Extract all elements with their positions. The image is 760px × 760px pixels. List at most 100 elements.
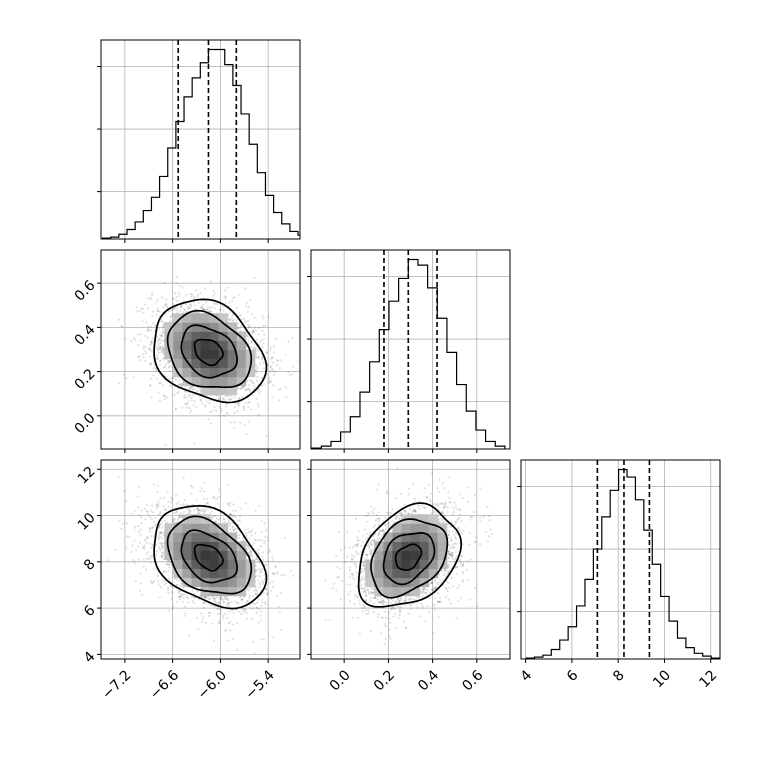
density-cell	[245, 577, 256, 588]
sample-point	[335, 589, 338, 592]
sample-point	[461, 578, 464, 581]
sample-point	[160, 532, 163, 535]
sample-point	[181, 600, 184, 604]
sample-point	[256, 365, 259, 368]
sample-point	[218, 405, 221, 408]
density-cell	[236, 367, 247, 378]
sample-point	[482, 515, 485, 518]
sample-point	[365, 554, 368, 557]
sample-point	[252, 329, 255, 333]
sample-point	[255, 397, 258, 400]
sample-point	[226, 413, 229, 416]
sample-point	[139, 582, 142, 585]
sample-point	[468, 532, 471, 535]
sample-point	[237, 327, 240, 330]
sample-point	[218, 395, 221, 398]
sample-point	[137, 530, 141, 533]
sample-point	[225, 596, 228, 600]
sample-point	[144, 349, 147, 352]
hist-panel-1	[97, 39, 301, 243]
sample-point	[247, 326, 251, 329]
sample-point	[167, 309, 171, 313]
sample-point	[193, 508, 196, 512]
sample-point	[160, 334, 163, 337]
sample-point	[139, 533, 142, 536]
sample-point	[223, 629, 227, 632]
sample-point	[204, 301, 208, 304]
sample-point	[155, 346, 158, 349]
sample-point	[459, 564, 462, 567]
sample-point	[237, 397, 240, 400]
sample-point	[158, 399, 161, 402]
sample-point	[433, 597, 437, 600]
sample-point	[243, 408, 246, 411]
sample-point	[388, 628, 391, 631]
sample-point	[143, 544, 146, 547]
sample-point	[228, 319, 231, 322]
sample-point	[377, 520, 380, 523]
sample-point	[222, 518, 226, 521]
sample-point	[396, 598, 400, 601]
sample-point	[410, 597, 413, 601]
sample-point	[177, 590, 180, 594]
hist-steps	[525, 468, 720, 659]
sample-point	[250, 340, 253, 343]
sample-point	[469, 515, 472, 519]
sample-point	[243, 423, 246, 427]
sample-point	[398, 614, 401, 617]
panel-frame	[310, 459, 511, 660]
sample-point	[444, 501, 447, 505]
sample-point	[161, 324, 165, 327]
sample-point	[450, 536, 453, 539]
density-cell	[374, 568, 384, 579]
sample-point	[143, 539, 147, 542]
sample-point	[383, 642, 386, 645]
sample-point	[372, 587, 375, 590]
sample-point	[146, 328, 149, 332]
sample-point	[176, 383, 180, 387]
sample-point	[366, 553, 369, 556]
sample-point	[456, 527, 459, 530]
sample-point	[150, 534, 153, 538]
x-tick-label: −6.0	[195, 667, 230, 702]
sample-point	[220, 407, 223, 410]
sample-point	[256, 367, 259, 370]
sample-point	[450, 553, 453, 556]
sample-point	[404, 599, 407, 603]
sample-point	[256, 574, 259, 577]
sample-point	[156, 347, 159, 350]
sample-point	[188, 507, 191, 511]
density-cell	[401, 577, 411, 588]
density-cell	[236, 577, 247, 588]
sample-point	[265, 373, 269, 377]
sample-point	[196, 507, 199, 511]
sample-point	[241, 386, 244, 389]
sample-point	[347, 593, 350, 596]
sample-point	[437, 502, 440, 506]
sample-point	[166, 563, 169, 566]
sample-point	[193, 399, 196, 403]
sample-point	[227, 602, 230, 605]
sample-point	[181, 593, 184, 596]
sample-point	[339, 598, 342, 601]
sample-point	[377, 613, 380, 616]
sample-point	[240, 613, 243, 616]
sample-point	[397, 601, 401, 604]
sample-point	[175, 502, 178, 505]
sample-point	[228, 524, 231, 527]
sample-point	[227, 601, 231, 604]
sample-point	[227, 621, 230, 625]
sample-point	[272, 572, 275, 575]
sample-point	[391, 520, 394, 523]
sample-point	[253, 316, 256, 319]
sample-point	[236, 386, 239, 390]
sample-point	[192, 404, 195, 407]
sample-point	[203, 595, 207, 599]
sample-point	[358, 602, 361, 605]
sample-point	[249, 555, 252, 558]
sample-point	[460, 531, 463, 535]
sample-point	[211, 409, 214, 412]
sample-point	[365, 514, 368, 517]
sample-point	[372, 534, 375, 537]
sample-point	[439, 600, 442, 603]
